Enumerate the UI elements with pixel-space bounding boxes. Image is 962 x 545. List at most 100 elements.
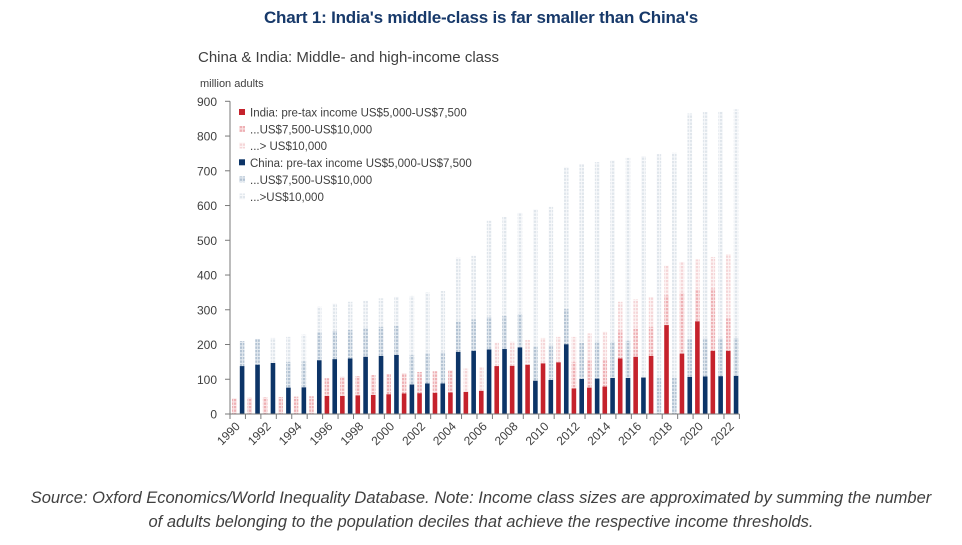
bar-india-10000-plus-2006 bbox=[478, 367, 484, 391]
legend-item-china-7500-10000: ...US$7,500-US$10,000 bbox=[239, 175, 372, 187]
chart-subtitle: China & India: Middle- and high-income c… bbox=[198, 49, 499, 66]
bar-china-7500-10000-2000 bbox=[394, 325, 399, 355]
bar-india-5000-7500-2005 bbox=[463, 391, 469, 414]
bar-india-10000-plus-2020 bbox=[695, 259, 700, 290]
bar-china-7500-10000-2004 bbox=[455, 321, 461, 352]
bar-china-10000-plus-2006 bbox=[486, 220, 492, 318]
bar-india-10000-plus-2019 bbox=[679, 262, 685, 293]
bar-china-7500-10000-2002 bbox=[425, 353, 430, 384]
x-tick-label: 2018 bbox=[646, 419, 675, 448]
bar-china-10000-plus-2009 bbox=[533, 209, 538, 347]
bar-china-7500-10000-2001 bbox=[409, 354, 415, 385]
bar-india-10000-plus-2012 bbox=[571, 336, 577, 362]
bar-china-5000-7500-2016 bbox=[641, 377, 646, 414]
bar-china-7500-10000-2009 bbox=[533, 346, 538, 381]
x-tick-label: 2012 bbox=[554, 419, 583, 448]
bar-china-7500-10000-2012 bbox=[579, 342, 584, 379]
bar-india-5000-7500-2015 bbox=[617, 358, 623, 414]
bar-india-7500-10000-1995 bbox=[309, 396, 314, 414]
bar-india-5000-7500-2010 bbox=[540, 363, 546, 414]
bar-china-7500-10000-2005 bbox=[471, 319, 476, 351]
bar-china-5000-7500-1995 bbox=[316, 360, 322, 414]
bar-china-10000-plus-2022 bbox=[733, 109, 739, 338]
bar-india-10000-plus-2008 bbox=[509, 341, 515, 366]
x-tick-label: 2004 bbox=[430, 419, 459, 448]
bar-china-10000-plus-2000 bbox=[394, 296, 399, 326]
bar-china-10000-plus-2014 bbox=[610, 160, 615, 342]
bar-india-7500-10000-1999 bbox=[370, 375, 376, 395]
bar-india-5000-7500-1999 bbox=[370, 394, 376, 414]
bar-india-7500-10000-1996 bbox=[324, 378, 330, 396]
bar-china-10000-plus-2013 bbox=[594, 162, 600, 342]
bar-china-10000-plus-2005 bbox=[471, 255, 476, 320]
bar-india-7500-10000-2021 bbox=[710, 288, 716, 351]
legend: India: pre-tax income US$5,000-US$7,500 … bbox=[239, 108, 472, 204]
bar-india-7500-10000-2003 bbox=[432, 371, 438, 393]
bar-china-10000-plus-2008 bbox=[517, 212, 523, 314]
bar-india-7500-10000-2019 bbox=[679, 292, 685, 354]
bar-india-5000-7500-1997 bbox=[340, 395, 345, 414]
bar-china-7500-10000-2022 bbox=[733, 337, 739, 376]
bar-china-10000-plus-1994 bbox=[301, 334, 307, 362]
legend-swatch-india-5000-7500 bbox=[239, 109, 245, 115]
bar-india-10000-plus-2013 bbox=[587, 333, 592, 361]
bar-china-7500-10000-1990 bbox=[239, 341, 245, 367]
bar-china-10000-plus-2017 bbox=[656, 154, 662, 378]
bar-china-7500-10000-2003 bbox=[440, 352, 446, 384]
bar-china-10000-plus-2021 bbox=[718, 111, 723, 339]
bar-china-10000-plus-1992 bbox=[270, 337, 276, 363]
bar-india-5000-7500-2018 bbox=[664, 325, 669, 414]
bar-india-5000-7500-2011 bbox=[556, 362, 561, 414]
bar-china-10000-plus-2019 bbox=[687, 113, 693, 339]
y-tick-label: 600 bbox=[197, 199, 217, 213]
bar-china-5000-7500-2001 bbox=[409, 384, 415, 414]
bar-china-10000-plus-1997 bbox=[347, 301, 353, 330]
bar-india-7500-10000-2017 bbox=[648, 326, 654, 356]
x-axis: 1990 1992 1994 1996 1998 2000 2002 2004 2006 2008… bbox=[214, 413, 740, 448]
bar-india-7500-10000-2000 bbox=[386, 374, 391, 395]
bar-india-10000-plus-2010 bbox=[540, 337, 546, 364]
bar-china-10000-plus-1996 bbox=[332, 303, 338, 331]
y-axis: 0 100 200 300 400 500 600 700 800 900 bbox=[197, 95, 231, 422]
bar-china-5000-7500-2019 bbox=[687, 376, 693, 414]
bar-china-7500-10000-1997 bbox=[347, 329, 353, 359]
legend-item-china-5000-7500: China: pre-tax income US$5,000-US$7,500 bbox=[239, 158, 472, 170]
bar-china-5000-7500-1992 bbox=[270, 362, 276, 414]
bar-india-7500-10000-2022 bbox=[725, 317, 731, 351]
bar-china-7500-10000-1996 bbox=[332, 330, 338, 360]
x-tick-label: 2008 bbox=[492, 419, 521, 448]
bar-china-7500-10000-1995 bbox=[316, 332, 322, 361]
bar-china-10000-plus-2001 bbox=[409, 295, 415, 355]
bar-india-7500-10000-2014 bbox=[602, 359, 608, 387]
bar-china-10000-plus-2020 bbox=[702, 112, 708, 339]
bar-india-5000-7500-2003 bbox=[432, 392, 438, 414]
bar-china-5000-7500-1991 bbox=[255, 364, 260, 414]
bar-india-7500-10000-1992 bbox=[262, 397, 268, 414]
bar-india-10000-plus-2018 bbox=[664, 265, 669, 296]
bar-india-5000-7500-1998 bbox=[355, 395, 361, 414]
y-tick-label: 400 bbox=[197, 269, 217, 283]
bar-china-7500-10000-2006 bbox=[486, 317, 492, 350]
y-tick-label: 100 bbox=[197, 373, 217, 387]
bar-india-5000-7500-2017 bbox=[648, 355, 654, 414]
x-tick-label: 2014 bbox=[585, 419, 614, 448]
bar-india-5000-7500-2020 bbox=[695, 321, 700, 414]
bar-india-7500-10000-1990 bbox=[232, 398, 237, 414]
bar-china-10000-plus-2002 bbox=[425, 292, 430, 354]
bar-india-5000-7500-2008 bbox=[509, 365, 515, 414]
y-tick-label: 500 bbox=[197, 234, 217, 248]
bar-india-5000-7500-2019 bbox=[679, 353, 685, 414]
bar-china-7500-10000-2014 bbox=[610, 341, 615, 378]
bar-india-10000-plus-2015 bbox=[617, 301, 623, 331]
bar-china-7500-10000-2020 bbox=[702, 338, 708, 377]
legend-label-china-5000-7500: China: pre-tax income US$5,000-US$7,500 bbox=[250, 158, 472, 170]
bar-india-10000-plus-2005 bbox=[463, 368, 469, 392]
legend-item-india-5000-7500: India: pre-tax income US$5,000-US$7,500 bbox=[239, 108, 467, 120]
bar-india-5000-7500-2021 bbox=[710, 350, 716, 414]
bar-china-5000-7500-2010 bbox=[548, 379, 554, 414]
legend-swatch-china-10000-plus bbox=[239, 193, 245, 200]
bar-china-7500-10000-1991 bbox=[255, 338, 260, 365]
bar-china-5000-7500-1996 bbox=[332, 359, 338, 414]
bar-china-5000-7500-2005 bbox=[471, 350, 476, 414]
